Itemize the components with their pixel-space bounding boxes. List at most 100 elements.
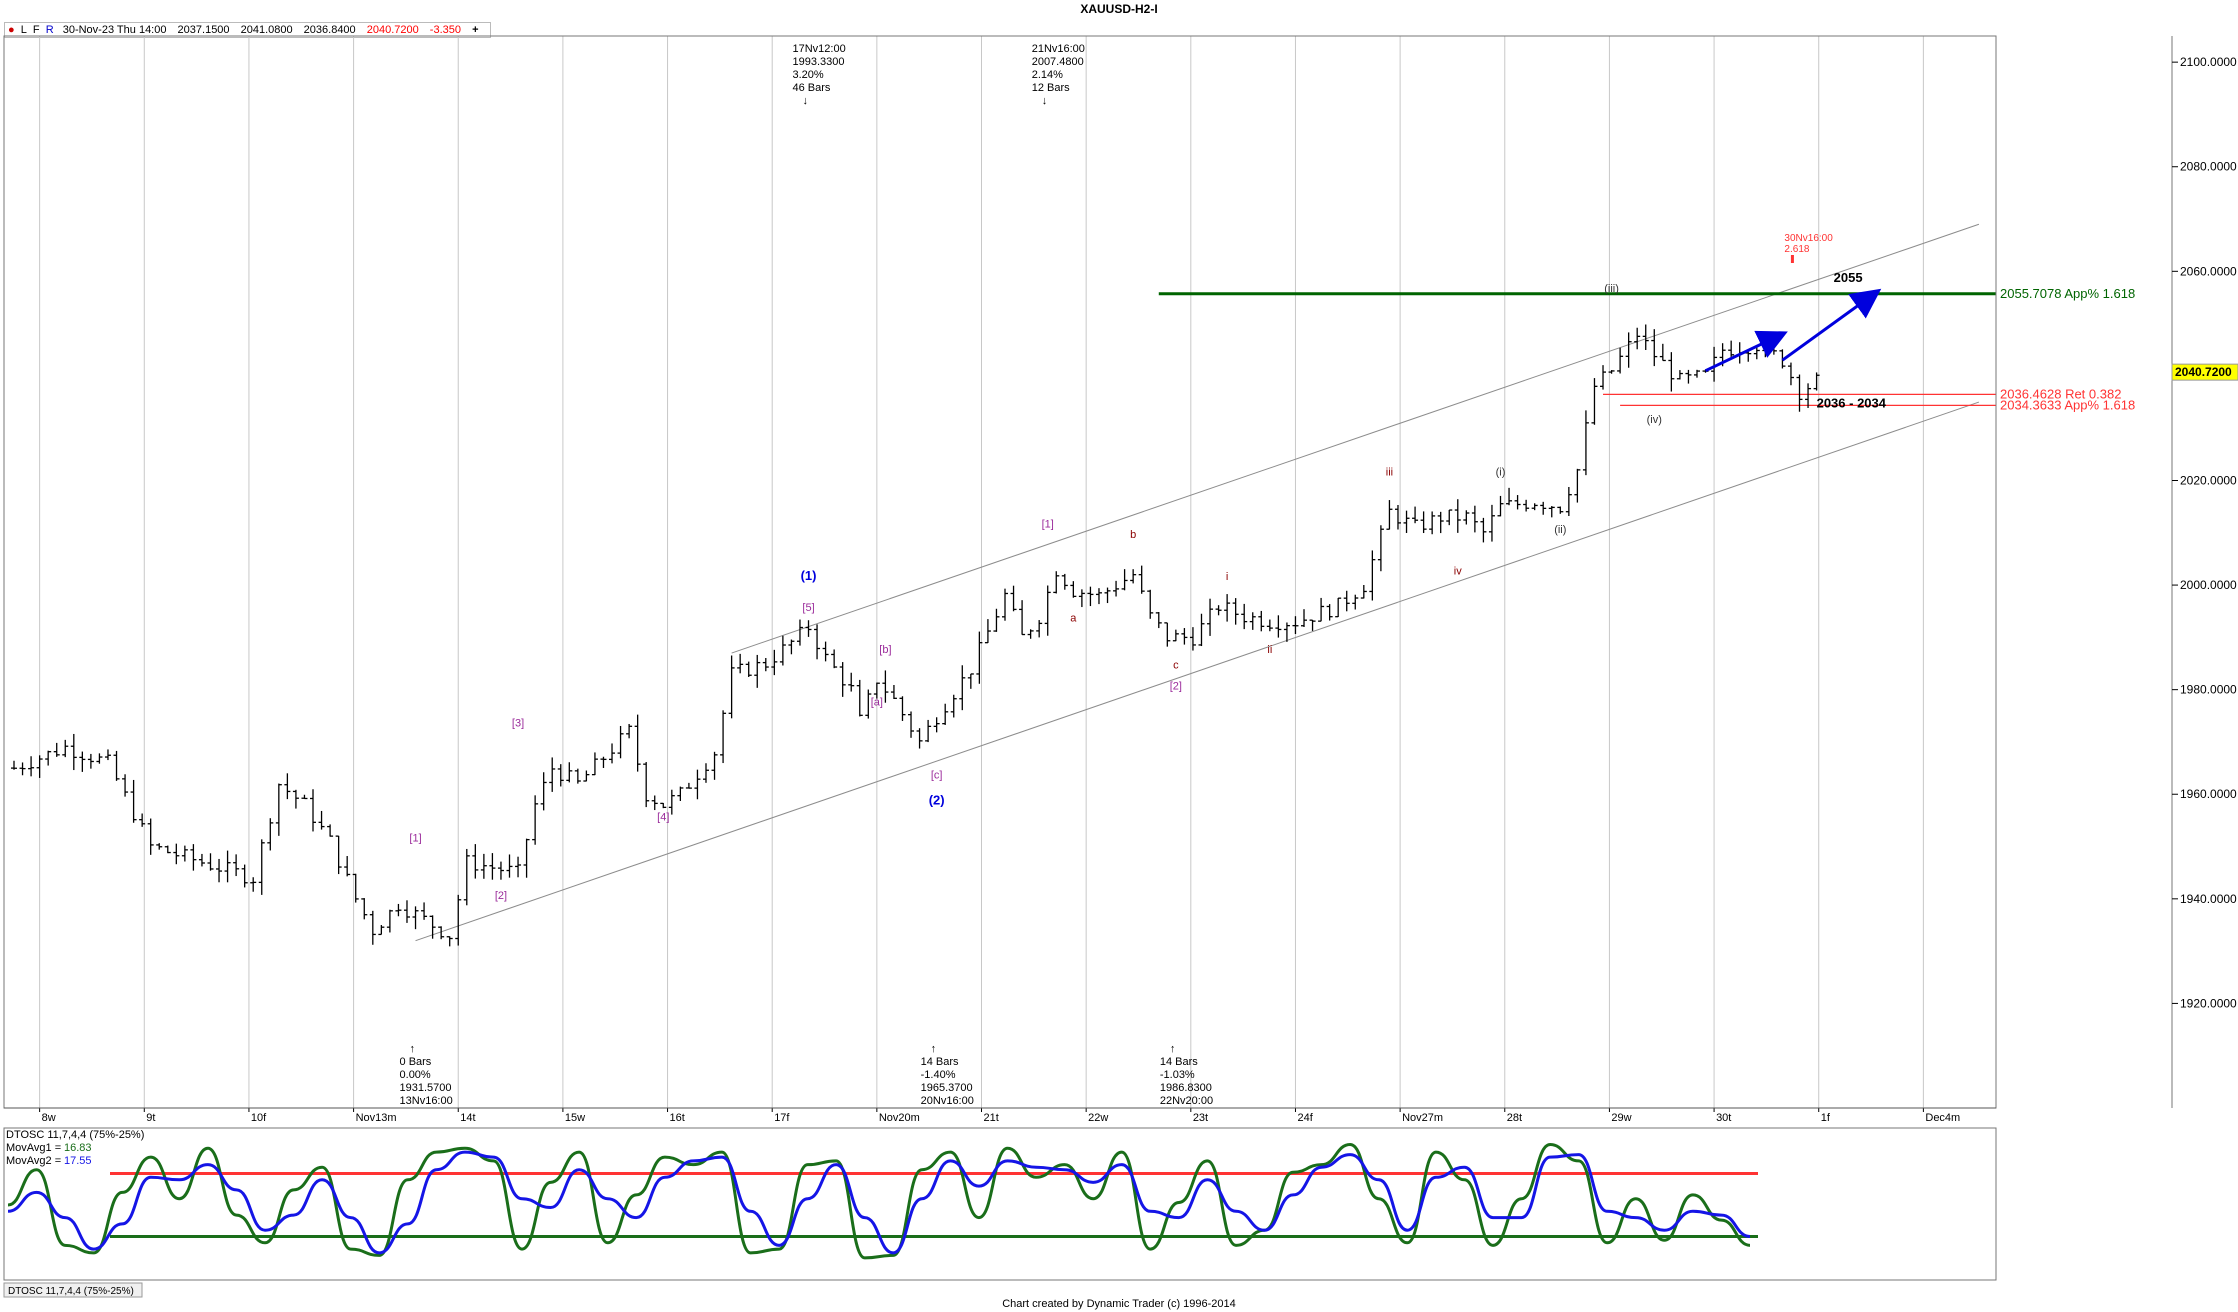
time-annotation: 1931.5700 xyxy=(400,1082,452,1094)
wave-label: [c] xyxy=(931,770,943,782)
y-tick-label: 2100.0000 xyxy=(2180,55,2237,69)
x-tick-label: 10f xyxy=(251,1112,267,1124)
footer-credit: Chart created by Dynamic Trader (c) 1996… xyxy=(1002,1298,1236,1310)
record-marker[interactable]: ● xyxy=(8,24,15,36)
level-label: 2036.4628 Ret 0.382 xyxy=(2000,386,2121,401)
y-tick-label: 2020.0000 xyxy=(2180,473,2237,487)
range-marker[interactable]: R xyxy=(45,24,54,36)
main-plot-frame xyxy=(3,35,1997,1109)
last-price-tag xyxy=(2171,363,2238,381)
wave-label: [1] xyxy=(409,832,421,844)
x-tick-label: Dec4m xyxy=(1925,1112,1960,1124)
annotation-arrow: ↓ xyxy=(803,95,809,107)
wave-label: b xyxy=(1130,529,1136,541)
zone-label: 2055 xyxy=(1834,270,1863,285)
time-annotation: -1.03% xyxy=(1160,1069,1195,1081)
x-tick-label: 1f xyxy=(1821,1112,1831,1124)
wave-label: [4] xyxy=(657,811,669,823)
projection-label: 30Nv16:00 xyxy=(1784,233,1833,244)
time-annotation: 3.20% xyxy=(793,69,824,81)
wave-label: iv xyxy=(1454,566,1462,578)
y-tick-label: 1920.0000 xyxy=(2180,996,2237,1010)
y-tick-label: 2080.0000 xyxy=(2180,160,2237,174)
annotation-arrow: ↑ xyxy=(1170,1043,1176,1055)
wave-label: (2) xyxy=(929,793,945,808)
time-annotation: 17Nv12:00 xyxy=(793,43,846,55)
time-annotation: 22Nv20:00 xyxy=(1160,1095,1213,1107)
level-label: 2034.3633 App% 1.618 xyxy=(2000,397,2135,412)
chart-title: XAUUSD-H2-I xyxy=(1080,2,1158,16)
channel-upper-line xyxy=(731,223,1980,654)
x-tick-label: 9t xyxy=(146,1112,155,1124)
x-tick-label: Nov20m xyxy=(879,1112,920,1124)
x-tick-label: 24f xyxy=(1297,1112,1313,1124)
wave-label: [3] xyxy=(512,717,524,729)
level-label: 2055.7078 App% 1.618 xyxy=(2000,286,2135,301)
fib-marker[interactable]: F xyxy=(32,24,40,36)
wave-label: ii xyxy=(1267,644,1272,656)
x-tick-label: Nov13m xyxy=(356,1112,397,1124)
osc-legend-title: DTOSC 11,7,4,4 (75%-25%) xyxy=(6,1129,144,1141)
time-annotation: 0.00% xyxy=(400,1069,431,1081)
x-tick-label: 17f xyxy=(774,1112,790,1124)
wave-label: a xyxy=(1070,613,1077,625)
x-tick-label: 30t xyxy=(1716,1112,1731,1124)
time-annotation: 2.14% xyxy=(1032,69,1063,81)
quote-high: 2041.0800 xyxy=(240,24,293,36)
osc-legend-ma2-name: MovAvg2 = xyxy=(6,1155,61,1167)
x-tick-label: 29w xyxy=(1611,1112,1631,1124)
osc-tab-label: DTOSC 11,7,4,4 (75%-25%) xyxy=(8,1286,134,1297)
x-tick-label: 28t xyxy=(1507,1112,1522,1124)
quote-close: 2040.7200 xyxy=(366,24,419,36)
projection-label: 2.618 xyxy=(1784,244,1809,255)
last-price-label: 2040.7200 xyxy=(2175,365,2232,379)
osc-legend-ma1-value: 16.83 xyxy=(64,1142,92,1154)
quote-low: 2036.8400 xyxy=(303,24,356,36)
time-annotation: 1993.3300 xyxy=(793,56,845,68)
wave-label: (iii) xyxy=(1604,283,1619,295)
x-tick-label: 15w xyxy=(565,1112,585,1124)
time-annotation: 14 Bars xyxy=(921,1056,959,1068)
osc-tab xyxy=(3,1282,143,1298)
x-tick-label: 21t xyxy=(984,1112,999,1124)
wave-label: [5] xyxy=(802,602,814,614)
quote-open: 2037.1500 xyxy=(177,24,230,36)
zone-label: 2036 - 2034 xyxy=(1817,395,1887,410)
osc-legend-ma2-value: 17.55 xyxy=(64,1155,92,1167)
line-marker[interactable]: L xyxy=(20,24,27,36)
time-annotation: 21Nv16:00 xyxy=(1032,43,1085,55)
quote-date: 30-Nov-23 Thu 14:00 xyxy=(62,24,167,36)
time-annotation: 13Nv16:00 xyxy=(400,1095,453,1107)
wave-label: c xyxy=(1173,660,1179,672)
time-annotation: 1965.3700 xyxy=(921,1082,973,1094)
y-tick-label: 2060.0000 xyxy=(2180,264,2237,278)
time-annotation: 2007.4800 xyxy=(1032,56,1084,68)
channel-lower-line xyxy=(415,401,1980,942)
add-button[interactable]: + xyxy=(472,24,479,36)
target-arrow xyxy=(1704,330,1788,373)
x-tick-label: Nov27m xyxy=(1402,1112,1443,1124)
wave-label: (iv) xyxy=(1647,414,1662,426)
time-annotation: 0 Bars xyxy=(400,1056,432,1068)
wave-label: (i) xyxy=(1496,466,1506,478)
y-tick-label: 2000.0000 xyxy=(2180,578,2237,592)
annotation-arrow: ↑ xyxy=(410,1043,416,1055)
wave-label: [a] xyxy=(871,696,883,708)
wave-label: i xyxy=(1226,571,1228,583)
annotation-arrow: ↓ xyxy=(1042,95,1048,107)
quote-change: -3.350 xyxy=(429,24,461,36)
y-tick-label: 1960.0000 xyxy=(2180,787,2237,801)
time-annotation: 1986.8300 xyxy=(1160,1082,1212,1094)
x-tick-label: 8w xyxy=(42,1112,56,1124)
wave-label: [2] xyxy=(1170,681,1182,693)
time-annotation: -1.40% xyxy=(921,1069,956,1081)
header: XAUUSD-H2-I ● L F R 30-Nov-23 Thu 14:00 … xyxy=(0,0,2238,38)
time-annotation: 46 Bars xyxy=(793,82,831,94)
wave-label: [2] xyxy=(495,890,507,902)
x-tick-label: 22w xyxy=(1088,1112,1108,1124)
x-tick-label: 14t xyxy=(460,1112,475,1124)
wave-label: iii xyxy=(1386,466,1393,478)
osc-line-movavg1 xyxy=(7,1143,1751,1260)
wave-label: [1] xyxy=(1042,519,1054,531)
